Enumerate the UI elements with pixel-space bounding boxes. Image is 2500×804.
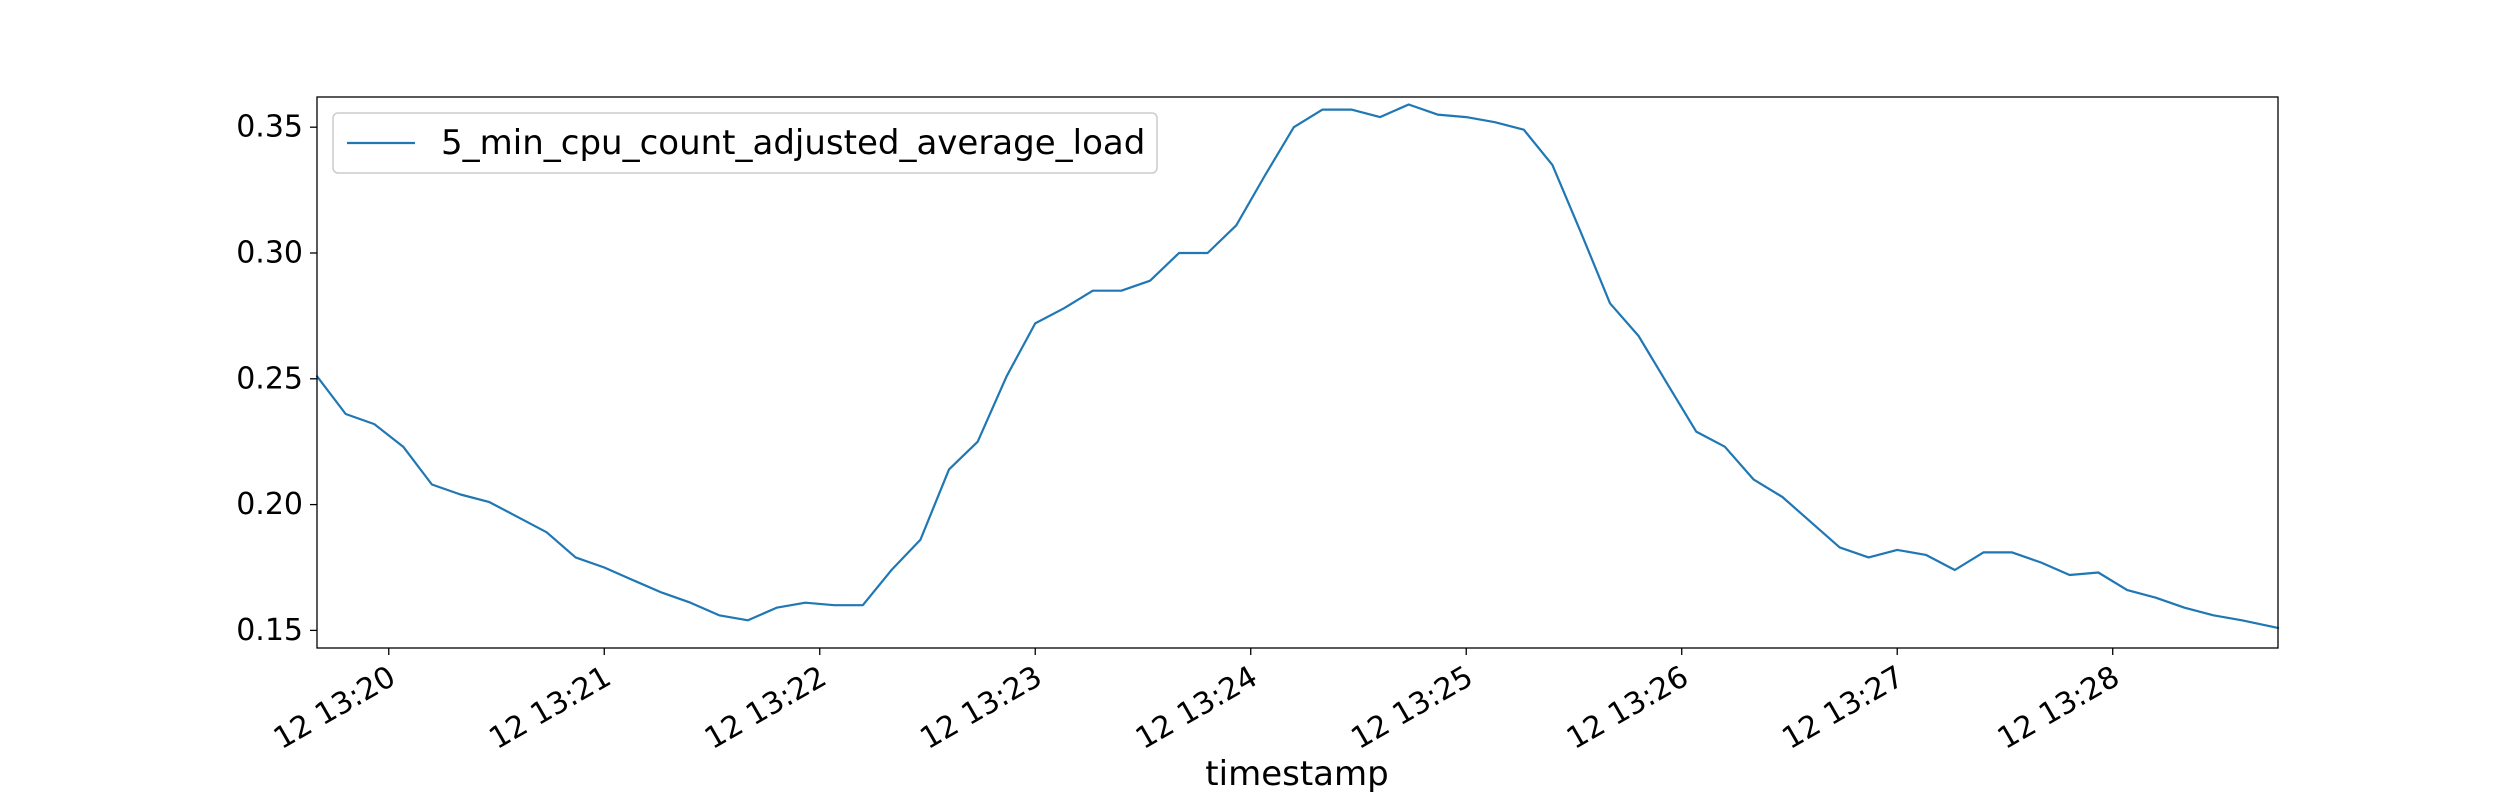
y-axis: 0.15 0.20 0.25 0.30 0.35: [236, 110, 317, 648]
y-tick-label: 0.35: [236, 110, 303, 145]
x-axis: 12 13:20 12 13:21 12 13:22 12 13:23 12 13:24…: [268, 648, 2126, 757]
x-axis-label: timestamp: [1205, 754, 1388, 794]
y-tick-label: 0.15: [236, 613, 303, 648]
x-tick-label: 12 13:25: [1345, 659, 1479, 756]
x-tick-label: 12 13:24: [1130, 659, 1264, 756]
x-tick-label: 12 13:22: [699, 659, 833, 756]
y-tick-label: 0.30: [236, 235, 303, 270]
x-tick-label: 12 13:26: [1561, 659, 1695, 756]
x-tick-label: 12 13:23: [914, 659, 1048, 756]
x-tick-label: 12 13:27: [1776, 659, 1910, 756]
y-tick-label: 0.25: [236, 361, 303, 396]
x-tick-label: 12 13:21: [483, 659, 617, 756]
legend-box: [332, 112, 1158, 174]
legend-label: 5_min_cpu_count_adjusted_average_load: [441, 123, 1145, 163]
x-tick-label: 12 13:20: [268, 659, 402, 756]
plot-area: [317, 97, 2278, 648]
series-line: [315, 103, 2280, 629]
x-tick-label: 12 13:28: [1992, 659, 2126, 756]
y-tick-label: 0.20: [236, 487, 303, 522]
plot-frame: [316, 96, 2279, 649]
legend: 5_min_cpu_count_adjusted_average_load: [332, 112, 1158, 174]
